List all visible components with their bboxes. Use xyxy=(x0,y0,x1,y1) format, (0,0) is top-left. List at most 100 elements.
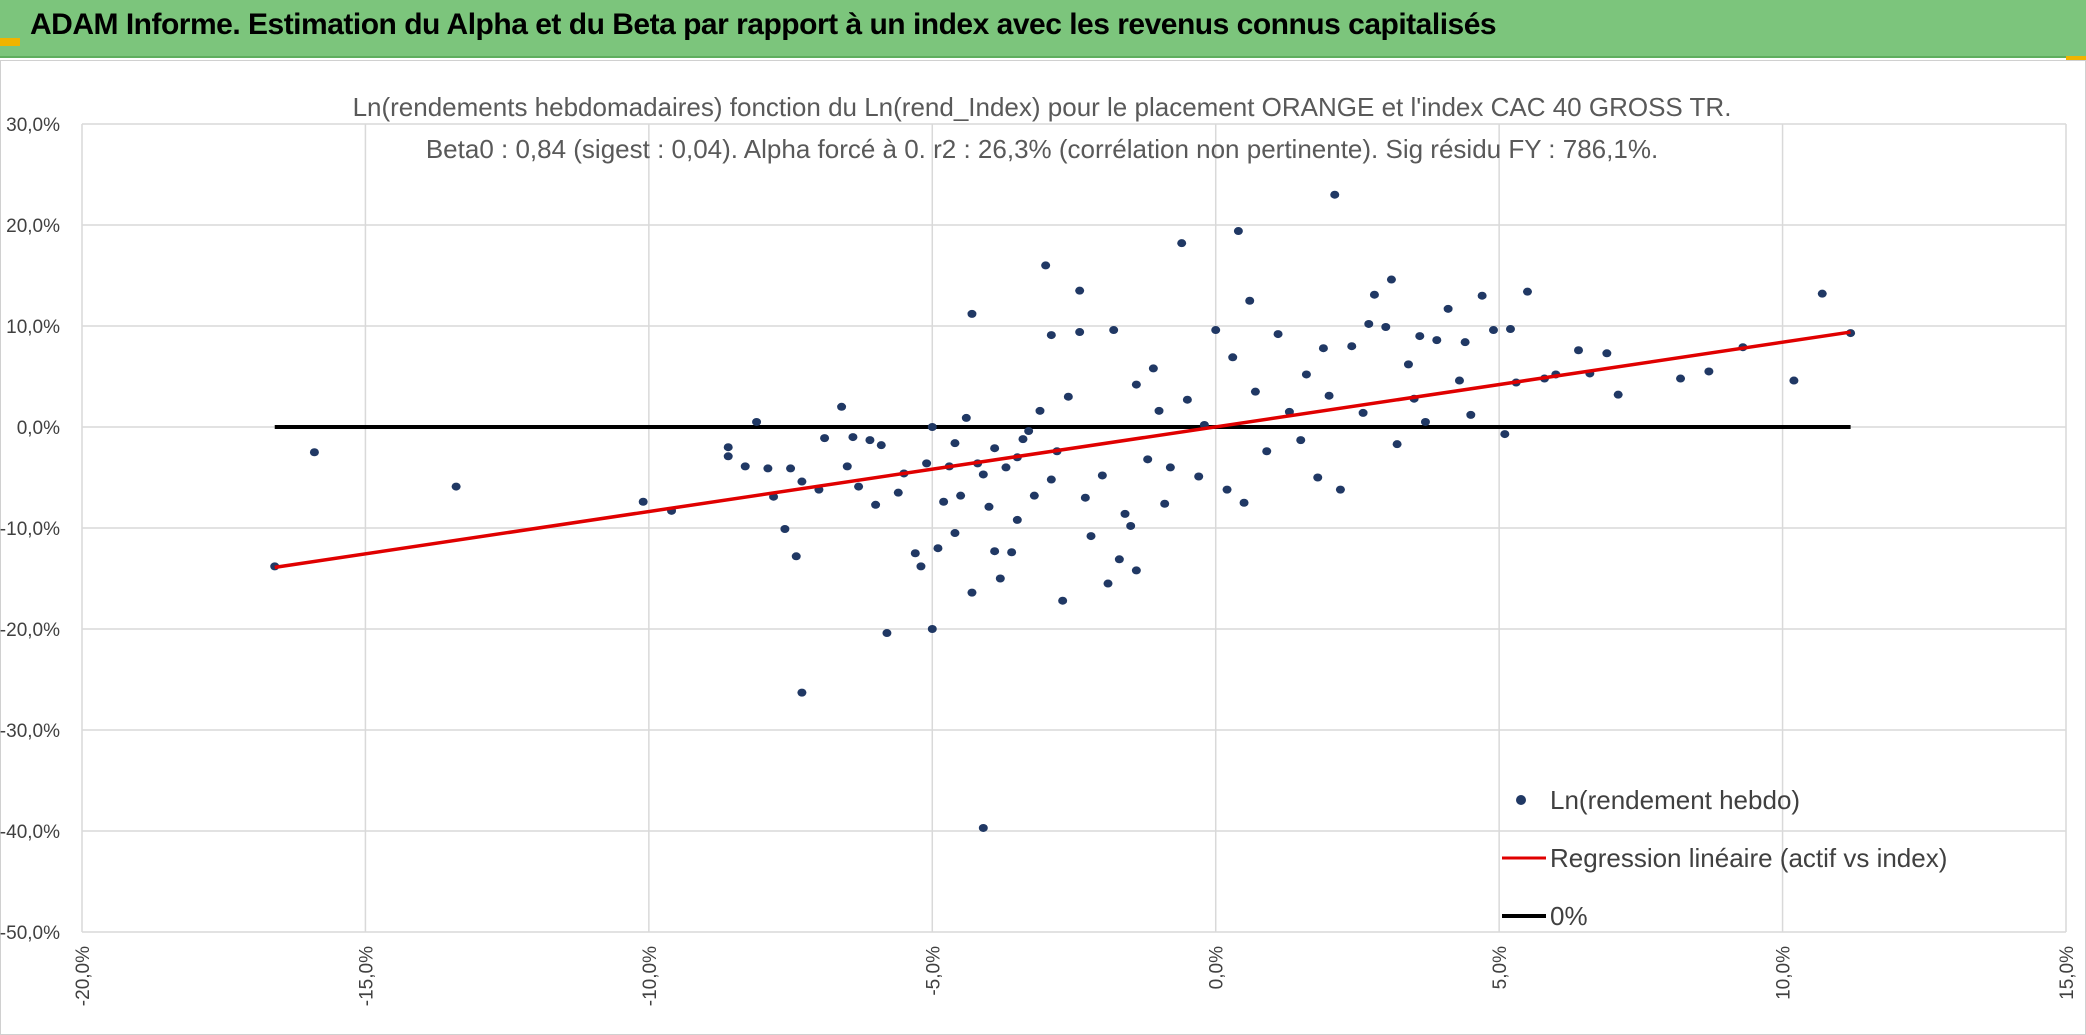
data-point xyxy=(1035,406,1045,415)
data-point xyxy=(1477,291,1487,300)
data-point xyxy=(1386,275,1396,284)
data-point xyxy=(967,588,977,597)
y-tick-label: 20,0% xyxy=(6,216,60,237)
data-point xyxy=(1613,390,1623,399)
data-point xyxy=(1177,239,1187,248)
data-point xyxy=(848,433,858,442)
data-point xyxy=(820,434,830,443)
data-point xyxy=(927,625,937,633)
data-point xyxy=(1211,326,1221,335)
data-point xyxy=(1131,566,1141,575)
data-point xyxy=(1381,323,1391,332)
data-point xyxy=(1086,532,1096,541)
data-point xyxy=(1602,349,1612,358)
data-point xyxy=(939,497,949,506)
data-point xyxy=(1222,485,1232,494)
data-point xyxy=(1046,475,1056,484)
data-point xyxy=(723,443,733,452)
data-point xyxy=(956,491,966,500)
data-point xyxy=(990,547,1000,556)
data-point xyxy=(1358,408,1368,417)
data-point xyxy=(1041,261,1051,270)
data-point xyxy=(882,629,892,638)
data-point xyxy=(1369,290,1379,299)
data-point xyxy=(1500,430,1510,439)
page-title: ADAM Informe. Estimation du Alpha et du … xyxy=(30,8,1497,41)
data-point xyxy=(1001,463,1011,472)
data-point xyxy=(1194,472,1204,481)
data-point xyxy=(1058,596,1068,605)
y-tick-label: -40,0% xyxy=(0,822,60,843)
y-tick-label: 30,0% xyxy=(6,115,60,136)
data-point xyxy=(1114,555,1124,564)
data-point xyxy=(1454,376,1464,385)
data-point xyxy=(1120,509,1130,518)
data-point xyxy=(1296,436,1306,445)
data-point xyxy=(1075,286,1085,295)
data-point xyxy=(797,688,807,697)
data-point xyxy=(1148,364,1158,373)
data-point xyxy=(638,497,648,506)
data-point xyxy=(916,562,926,571)
grid-layer xyxy=(81,123,2067,933)
data-point xyxy=(1403,360,1413,369)
chart-title-line1: Ln(rendements hebdomadaires) fonction du… xyxy=(353,92,1732,122)
data-point xyxy=(1443,304,1453,313)
data-point xyxy=(1420,417,1430,426)
data-point xyxy=(990,444,1000,453)
data-point xyxy=(763,464,773,473)
legend-label-regression: Regression linéaire (actif vs index) xyxy=(1550,843,1947,873)
data-point xyxy=(786,464,796,473)
data-point xyxy=(950,529,960,538)
data-point xyxy=(1250,387,1260,396)
x-tick-label: -15,0% xyxy=(356,946,377,1006)
data-point xyxy=(893,488,903,497)
data-point xyxy=(1012,515,1022,524)
data-point xyxy=(1432,336,1442,345)
y-tick-label: -50,0% xyxy=(0,923,60,944)
chart-title-line2: Beta0 : 0,84 (sigest : 0,04). Alpha forc… xyxy=(426,134,1658,164)
data-point xyxy=(797,477,807,486)
data-point xyxy=(995,574,1005,583)
data-point xyxy=(1262,447,1272,456)
data-point xyxy=(1415,332,1425,341)
data-point xyxy=(876,441,886,450)
x-tick-label: 0,0% xyxy=(1207,946,1228,989)
points-layer xyxy=(270,190,1856,832)
data-point xyxy=(1704,367,1714,376)
data-point xyxy=(723,452,733,461)
data-point xyxy=(961,413,971,422)
data-point xyxy=(1273,330,1283,339)
data-point xyxy=(1789,376,1799,385)
x-tick-label: -20,0% xyxy=(73,946,94,1006)
data-point xyxy=(1347,342,1357,351)
chart-legend: Ln(rendement hebdo) Regression linéaire … xyxy=(1502,785,1947,931)
header-banner: ADAM Informe. Estimation du Alpha et du … xyxy=(0,0,2086,58)
chart-frame xyxy=(0,60,2086,1035)
data-point xyxy=(910,549,920,558)
data-point xyxy=(1676,374,1686,383)
data-point xyxy=(1109,326,1119,335)
data-point xyxy=(1245,296,1255,305)
data-point xyxy=(752,417,762,426)
data-point xyxy=(1046,331,1056,340)
x-tick-label: -10,0% xyxy=(640,946,661,1006)
y-tick-label: -10,0% xyxy=(0,519,60,540)
data-point xyxy=(791,552,801,561)
data-point xyxy=(1460,338,1470,347)
y-tick-label: -20,0% xyxy=(0,620,60,641)
data-point xyxy=(1228,353,1238,362)
data-point xyxy=(1335,485,1345,494)
data-point xyxy=(1330,190,1340,199)
data-point xyxy=(933,544,943,553)
data-point xyxy=(1018,435,1028,444)
data-point xyxy=(1024,427,1034,436)
data-point xyxy=(1318,344,1328,353)
data-point xyxy=(1313,473,1323,482)
data-point xyxy=(1143,455,1153,464)
data-point xyxy=(1075,328,1085,337)
data-point xyxy=(1817,289,1827,298)
data-point xyxy=(1392,440,1402,449)
data-point xyxy=(1097,471,1107,480)
